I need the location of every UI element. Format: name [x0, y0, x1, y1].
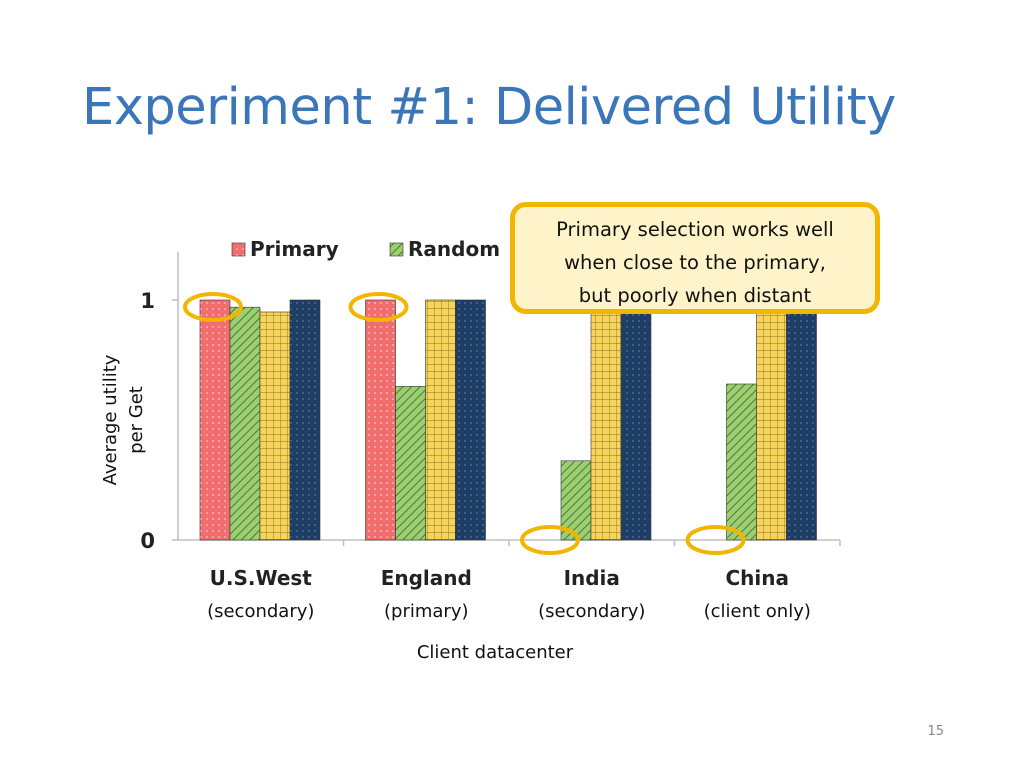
x-tick-sublabel: (secondary) [538, 601, 645, 622]
bar [726, 383, 757, 541]
bar [395, 386, 426, 541]
highlight-circle [520, 525, 580, 555]
x-axis-label: Client datacenter [417, 642, 574, 663]
highlight-circle [183, 292, 243, 322]
bar [455, 299, 486, 541]
callout-line: but poorly when distant [578, 284, 812, 307]
x-tick-label: China [725, 566, 789, 590]
slide-number: 15 [927, 724, 944, 739]
bar [425, 299, 456, 541]
bar [590, 299, 622, 541]
legend-label: Random [408, 237, 500, 261]
callout-line: Primary selection works well [556, 218, 834, 241]
y-axis-label-line: Average utility [100, 354, 121, 485]
highlight-circle [348, 292, 409, 322]
callout-line: when close to the primary, [564, 251, 826, 274]
x-tick-label: England [381, 566, 472, 590]
legend-label: Primary [250, 237, 339, 261]
legend-swatch [231, 242, 246, 257]
slide-title: Experiment #1: Delivered Utility [82, 78, 896, 137]
bar [199, 299, 231, 541]
y-tick-label: 1 [140, 289, 155, 313]
callout-box: Primary selection works well when close … [510, 202, 880, 314]
x-tick-label: India [564, 566, 620, 590]
x-tick-sublabel: (client only) [704, 601, 811, 622]
x-tick-label: U.S.West [210, 566, 313, 590]
y-axis-label: Average utility per Get [100, 354, 147, 485]
bar [620, 299, 652, 541]
highlight-circle [685, 525, 746, 555]
legend-swatch [389, 242, 404, 257]
bar [786, 299, 817, 541]
bar [229, 306, 261, 541]
y-tick-label: 0 [140, 529, 155, 553]
x-tick-sublabel: (primary) [384, 601, 469, 622]
bar [756, 299, 787, 541]
x-tick-sublabel: (secondary) [207, 601, 314, 622]
bar [365, 299, 396, 541]
bar [289, 299, 321, 541]
bar [259, 311, 291, 541]
y-axis-label-line: per Get [126, 386, 147, 454]
